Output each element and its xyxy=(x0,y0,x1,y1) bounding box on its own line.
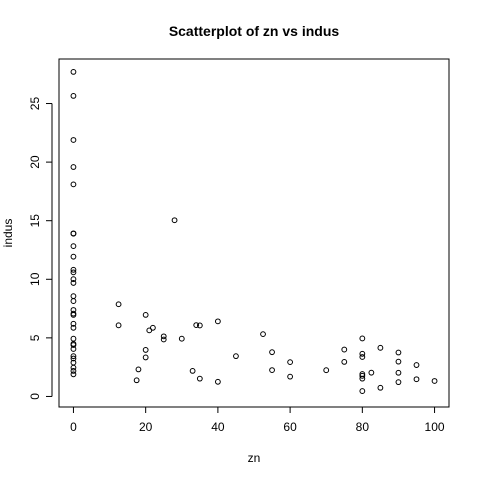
data-point xyxy=(70,68,77,75)
data-point xyxy=(115,301,122,308)
data-point xyxy=(70,353,77,360)
data-point xyxy=(233,353,239,360)
data-point xyxy=(70,266,77,273)
data-point xyxy=(287,359,294,366)
y-axis-label: indus xyxy=(1,219,15,248)
data-point xyxy=(142,312,149,318)
data-point xyxy=(377,344,384,351)
data-point xyxy=(142,347,149,353)
data-point xyxy=(70,93,77,99)
y-axis: 0 5 10 15 20 25 xyxy=(28,97,53,400)
y-tick-label: 20 xyxy=(28,155,42,169)
data-point xyxy=(359,372,366,379)
x-tick-label: 40 xyxy=(211,420,225,434)
y-tick-label: 5 xyxy=(28,334,42,341)
data-point xyxy=(115,322,122,329)
data-point xyxy=(359,388,366,394)
data-point xyxy=(359,350,366,357)
data-point xyxy=(70,298,77,304)
data-point xyxy=(214,378,221,385)
data-point xyxy=(287,373,294,380)
data-point xyxy=(70,355,77,362)
plot-frame xyxy=(58,58,450,408)
data-point xyxy=(323,367,330,374)
data-point xyxy=(214,318,221,325)
data-point xyxy=(395,349,402,356)
data-point xyxy=(269,349,275,356)
y-tick-label: 25 xyxy=(28,97,42,111)
data-point xyxy=(70,243,77,250)
data-point xyxy=(196,322,203,329)
data-point xyxy=(341,346,348,353)
data-point xyxy=(193,322,200,328)
data-point xyxy=(70,324,77,331)
data-point xyxy=(189,368,196,374)
data-point xyxy=(70,253,77,260)
data-point xyxy=(413,376,420,383)
data-point xyxy=(377,384,384,391)
data-point xyxy=(395,379,402,386)
data-point xyxy=(395,369,402,376)
data-point xyxy=(341,358,348,365)
y-tick-label: 0 xyxy=(28,393,42,400)
data-point xyxy=(359,335,366,342)
data-point xyxy=(171,217,178,224)
x-tick-label: 20 xyxy=(139,420,153,434)
data-point xyxy=(70,312,77,318)
data-point xyxy=(70,342,77,348)
data-point xyxy=(260,331,266,338)
data-point xyxy=(70,320,77,327)
chart-title: Scatterplot of zn vs indus xyxy=(169,23,340,39)
data-point xyxy=(269,367,275,373)
x-tick-label: 60 xyxy=(283,420,297,434)
data-point xyxy=(70,164,77,170)
data-point xyxy=(70,371,77,378)
x-tick-label: 100 xyxy=(425,420,445,434)
data-points xyxy=(70,68,438,394)
data-point xyxy=(70,269,77,276)
data-point xyxy=(368,369,375,376)
data-point xyxy=(70,276,77,283)
data-point xyxy=(160,336,167,343)
x-axis-label: zn xyxy=(248,451,261,465)
data-point xyxy=(142,354,149,361)
data-point xyxy=(196,375,203,382)
data-point xyxy=(133,377,140,384)
data-point xyxy=(70,368,77,374)
data-point xyxy=(160,333,167,340)
data-point xyxy=(70,181,77,188)
data-point xyxy=(70,335,77,342)
data-point xyxy=(70,280,77,286)
data-point xyxy=(70,230,77,237)
y-tick-label: 10 xyxy=(28,272,42,286)
data-point xyxy=(70,364,77,371)
data-point xyxy=(149,324,156,331)
data-point xyxy=(431,378,438,384)
y-tick-label: 15 xyxy=(28,214,42,228)
x-tick-label: 80 xyxy=(356,420,370,434)
x-axis: 0 20 40 60 80 100 xyxy=(70,406,445,434)
data-point xyxy=(395,358,402,365)
x-tick-label: 0 xyxy=(70,420,77,434)
data-point xyxy=(70,346,77,352)
data-point xyxy=(70,137,77,143)
data-point xyxy=(178,335,185,342)
data-point xyxy=(135,366,142,373)
data-point xyxy=(413,362,420,368)
data-point xyxy=(70,293,77,300)
data-point xyxy=(359,354,366,360)
data-point xyxy=(359,375,366,382)
